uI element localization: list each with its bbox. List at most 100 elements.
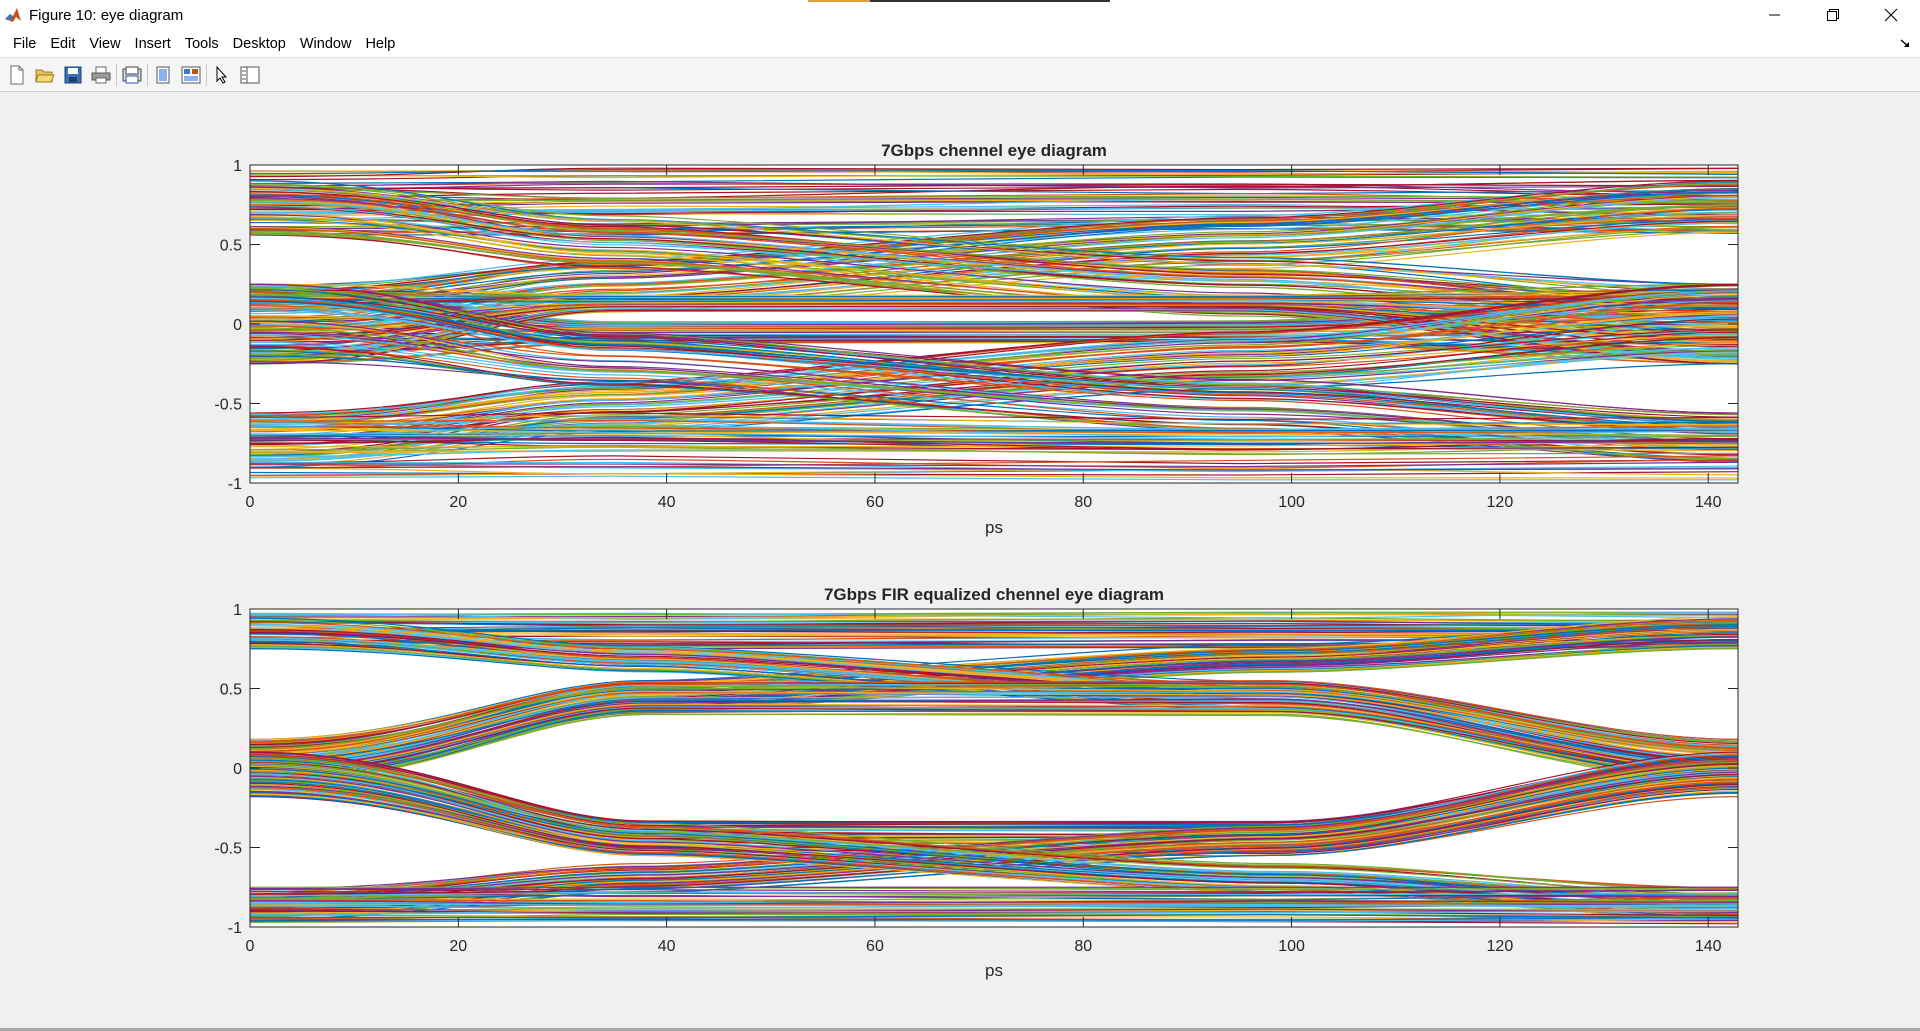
print-preview-button[interactable]	[118, 62, 146, 88]
y-tick-label: -1	[228, 920, 242, 937]
eye-trace	[249, 760, 1739, 893]
eye-trace	[249, 363, 1739, 468]
eye-trace	[249, 910, 1739, 915]
menu-desktop[interactable]: Desktop	[232, 35, 286, 52]
eye-trace	[249, 193, 1739, 202]
save-button[interactable]	[59, 62, 87, 88]
dock-arrow-icon[interactable]	[1898, 36, 1912, 50]
window-bottom-border	[0, 1028, 1920, 1031]
eye-trace	[249, 767, 1739, 898]
menu-tools[interactable]: Tools	[184, 35, 219, 52]
eye-trace	[249, 621, 1739, 627]
hide-plot-tools-button[interactable]	[149, 62, 177, 88]
print-button[interactable]	[87, 62, 115, 88]
axes-top[interactable]: 0 20 40 60 80 100 120 140 -1 -0.5 0 0.5 1 7Gbps chen…	[214, 141, 1739, 537]
eye-trace	[249, 760, 1739, 830]
figure-svg: 0 20 40 60 80 100 120 140-1-0.500.51 7Gbps chen…	[214, 141, 1739, 980]
eye-trace	[249, 436, 1739, 450]
eye-trace	[249, 917, 1739, 922]
y-tick-label: 1	[233, 602, 242, 619]
eye-trace	[249, 320, 1739, 443]
matlab-icon	[4, 6, 22, 24]
eye-trace	[249, 351, 1739, 466]
eye-trace	[249, 169, 1739, 176]
eye-trace	[249, 475, 1738, 481]
eye-trace	[249, 339, 1739, 354]
axes-bottom[interactable]: 0 20 40 60 80 100 120 140 -1 -0.5 0 0.5 1 7Gbps FIR …	[214, 585, 1739, 980]
eye-trace	[249, 283, 1739, 414]
open-file-icon	[35, 69, 55, 83]
eye-trace	[249, 172, 1739, 179]
toolbar-separator	[116, 64, 117, 86]
eye-trace	[249, 175, 1739, 178]
property-editor-button[interactable]	[236, 62, 264, 88]
eye-trace	[249, 629, 1739, 633]
eye-trace	[249, 196, 1739, 312]
eye-trace	[249, 905, 1739, 910]
show-plot-tools-icon	[181, 66, 201, 84]
minimize-icon	[1769, 14, 1780, 16]
eye-trace	[249, 690, 1739, 758]
eye-trace	[249, 908, 1739, 913]
eye-trace	[249, 616, 1739, 740]
show-plot-tools-button[interactable]	[177, 62, 205, 88]
close-button[interactable]	[1862, 0, 1920, 30]
eye-trace	[249, 188, 1739, 199]
eye-trace	[249, 757, 1739, 892]
y-tick-label: 0	[233, 761, 242, 778]
x-tick-label: 120	[1487, 494, 1514, 511]
menu-edit[interactable]: Edit	[50, 35, 76, 52]
eye-trace	[249, 299, 1739, 432]
menu-help[interactable]: Help	[365, 35, 396, 52]
eye-trace	[249, 706, 1739, 776]
eye-trace	[249, 472, 1739, 479]
eye-trace	[249, 179, 1739, 191]
restore-button[interactable]	[1804, 0, 1862, 30]
print-icon	[91, 66, 111, 84]
y-tick-label: 0	[233, 317, 242, 334]
eye-trace	[249, 698, 1739, 771]
eye-trace	[249, 187, 1739, 300]
eye-trace	[249, 183, 1739, 190]
x-tick-label: 120	[1487, 938, 1514, 955]
menu-window[interactable]: Window	[299, 35, 352, 52]
x-tick-label: 100	[1278, 494, 1305, 511]
eye-trace	[249, 195, 1739, 306]
eye-trace	[249, 437, 1739, 445]
eye-trace	[249, 891, 1739, 897]
x-tick-label: 20	[449, 938, 467, 955]
eye-traces	[249, 611, 1739, 925]
eye-trace	[249, 187, 1739, 292]
eye-trace	[249, 191, 1739, 301]
eye-trace	[249, 707, 1739, 775]
x-axis-label: ps	[985, 518, 1003, 537]
eye-trace	[249, 762, 1739, 895]
eye-trace	[249, 692, 1739, 760]
eye-trace	[249, 758, 1739, 890]
eye-trace	[249, 188, 1739, 293]
open-file-button[interactable]	[31, 62, 59, 88]
eye-trace	[249, 180, 1739, 286]
eye-trace	[249, 764, 1739, 897]
menu-insert[interactable]: Insert	[134, 35, 171, 52]
eye-trace	[249, 307, 1739, 434]
new-figure-button[interactable]	[3, 62, 31, 88]
toolbar-separator	[206, 64, 207, 86]
edit-plot-button[interactable]	[208, 62, 236, 88]
minimize-button[interactable]	[1746, 0, 1804, 30]
restore-icon	[1827, 9, 1839, 21]
menu-file[interactable]: File	[13, 35, 37, 52]
y-tick-label: 0.5	[220, 682, 242, 699]
x-tick-label: 80	[1074, 494, 1092, 511]
eye-trace	[249, 698, 1739, 765]
eye-trace	[249, 298, 1739, 310]
menu-view[interactable]: View	[89, 35, 121, 52]
eye-trace	[249, 613, 1739, 619]
eye-trace	[249, 336, 1739, 451]
eye-trace	[249, 901, 1739, 906]
eye-trace	[249, 778, 1739, 910]
eye-trace	[249, 180, 1739, 292]
eye-trace	[249, 418, 1739, 431]
eye-trace	[249, 180, 1739, 288]
eye-trace	[249, 296, 1739, 418]
